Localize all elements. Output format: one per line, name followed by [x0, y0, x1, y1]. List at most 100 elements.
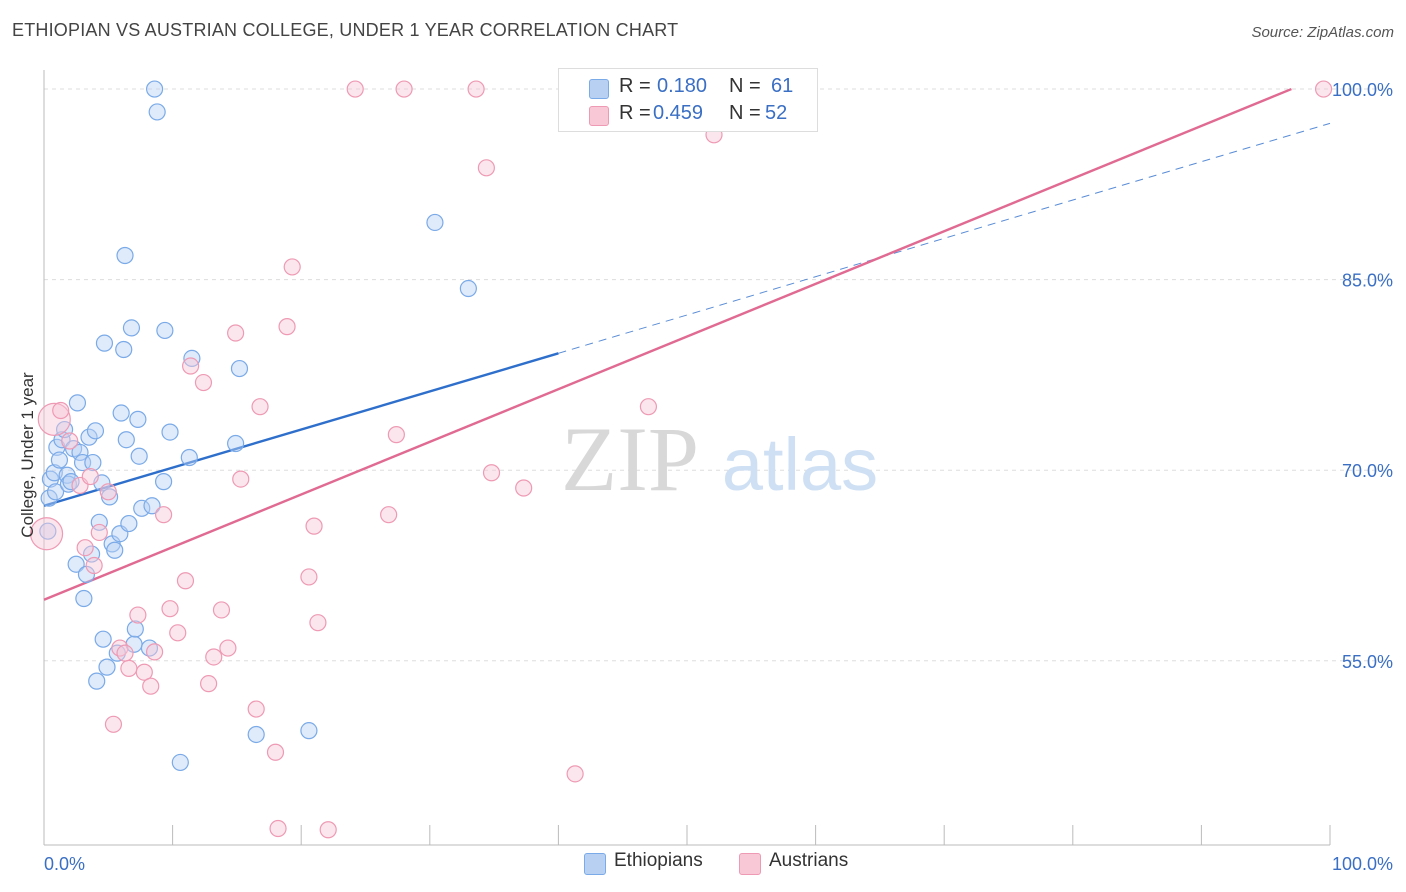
- point-ethiopians: [145, 80, 164, 98]
- point-austrians: [346, 80, 364, 98]
- watermark-atlas: atlas: [722, 423, 878, 506]
- point-ethiopians: [148, 103, 166, 121]
- point-ethiopians: [112, 404, 130, 422]
- point-ethiopians: [94, 630, 112, 648]
- legend-n-value: 52: [765, 102, 788, 124]
- legend-r-label: R =: [619, 102, 651, 124]
- point-austrians: [212, 601, 231, 619]
- point-ethiopians: [45, 464, 63, 482]
- point-austrians: [278, 318, 296, 336]
- point-austrians: [515, 479, 533, 497]
- point-ethiopians: [84, 453, 102, 472]
- point-ethiopians: [156, 321, 174, 340]
- point-ethiopians: [230, 359, 249, 378]
- grid-layer: [44, 88, 1395, 662]
- point-austrians: [395, 80, 413, 98]
- point-austrians: [81, 467, 99, 486]
- point-ethiopians: [117, 431, 135, 449]
- point-ethiopians: [120, 514, 138, 533]
- x-tick-label: 0.0%: [44, 854, 85, 874]
- y-tick-label: 55.0%: [1342, 652, 1393, 672]
- legend-r-label: R =: [619, 75, 651, 97]
- legend-label-ethiopians: Ethiopians: [614, 850, 703, 871]
- point-ethiopians: [126, 620, 144, 638]
- legend-swatch-blue: [584, 853, 606, 875]
- point-ethiopians: [68, 394, 87, 412]
- point-ethiopians: [40, 489, 58, 507]
- point-austrians: [387, 426, 405, 444]
- point-austrians: [269, 819, 287, 838]
- point-austrians: [1314, 80, 1333, 98]
- chart-title: ETHIOPIAN VS AUSTRIAN COLLEGE, UNDER 1 Y…: [12, 20, 679, 40]
- point-austrians: [200, 675, 218, 693]
- point-ethiopians: [171, 753, 189, 772]
- trend-extension-ethiopians: [558, 122, 1331, 354]
- legend-swatch-pink: [589, 106, 609, 126]
- legend-row-ethiopians: R = 0.180 N = 61: [559, 75, 817, 101]
- point-austrians: [99, 483, 117, 501]
- point-ethiopians: [67, 555, 85, 573]
- legend-n-label: N =: [729, 75, 761, 97]
- watermark: ZIP atlas: [561, 408, 878, 510]
- point-ethiopians: [133, 499, 151, 517]
- legend-n-label: N =: [729, 102, 761, 124]
- point-ethiopians: [129, 410, 147, 428]
- point-austrians: [639, 398, 658, 416]
- point-austrians: [227, 324, 245, 342]
- point-austrians: [266, 743, 285, 761]
- point-ethiopians: [88, 672, 106, 690]
- point-ethiopians: [426, 213, 444, 232]
- trend-lines: [43, 87, 1331, 601]
- point-ethiopians: [143, 497, 161, 515]
- point-austrians: [37, 402, 71, 436]
- point-austrians: [247, 700, 265, 718]
- point-ethiopians: [98, 658, 116, 676]
- point-ethiopians: [90, 513, 108, 531]
- point-austrians: [90, 523, 108, 542]
- y-axis-label: College, Under 1 year: [18, 372, 37, 538]
- point-austrians: [169, 624, 187, 642]
- point-austrians: [305, 517, 323, 535]
- point-austrians: [120, 659, 138, 678]
- point-austrians: [104, 715, 123, 733]
- point-austrians: [566, 765, 584, 783]
- point-austrians: [116, 644, 134, 662]
- point-ethiopians: [80, 428, 98, 446]
- point-ethiopians: [106, 541, 124, 559]
- point-ethiopians: [247, 725, 265, 744]
- y-tick-label: 70.0%: [1342, 461, 1393, 481]
- point-austrians: [477, 159, 495, 177]
- legend-r-value: 0.459: [653, 102, 704, 124]
- point-austrians: [61, 432, 79, 450]
- point-ethiopians: [46, 483, 65, 501]
- point-austrians: [154, 506, 173, 524]
- point-ethiopians: [459, 279, 477, 298]
- point-austrians: [29, 517, 64, 551]
- point-austrians: [467, 80, 485, 98]
- point-austrians: [85, 556, 103, 575]
- point-austrians: [283, 258, 301, 276]
- legend-swatch-blue: [589, 79, 609, 99]
- point-ethiopians: [95, 334, 114, 352]
- point-austrians: [219, 639, 237, 657]
- point-austrians: [309, 614, 327, 632]
- trend-line-austrians: [43, 87, 1292, 601]
- point-ethiopians: [300, 722, 318, 740]
- point-ethiopians: [62, 473, 80, 491]
- point-ethiopians: [71, 443, 89, 462]
- point-austrians: [76, 539, 94, 557]
- point-austrians: [111, 639, 129, 657]
- point-ethiopians: [86, 422, 105, 440]
- axis-layer: [43, 70, 1331, 846]
- point-austrians: [129, 606, 147, 624]
- point-austrians: [161, 600, 179, 618]
- point-austrians: [482, 464, 501, 482]
- point-austrians: [182, 357, 200, 375]
- point-ethiopians: [180, 448, 198, 467]
- point-austrians: [194, 373, 213, 392]
- point-austrians: [300, 568, 318, 586]
- point-ethiopians: [227, 434, 245, 453]
- point-ethiopians: [115, 340, 133, 359]
- legend-row-austrians: R = 0.459 N = 52: [559, 102, 817, 128]
